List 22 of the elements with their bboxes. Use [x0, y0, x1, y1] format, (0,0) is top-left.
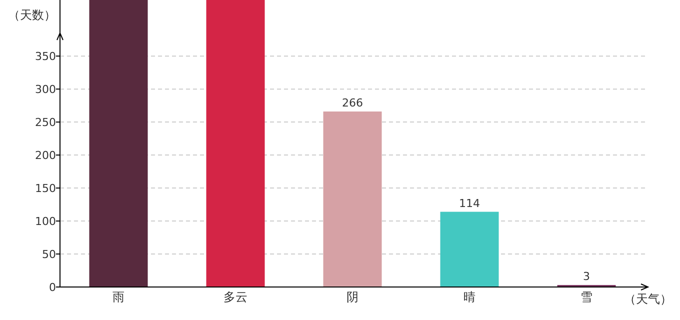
y-tick-label: 150 — [35, 182, 56, 195]
data-label: 114 — [459, 196, 480, 210]
data-label: 3 — [583, 270, 590, 284]
bar — [440, 212, 499, 287]
x-axis-title: （天气） — [624, 292, 672, 306]
y-tick-label: 300 — [35, 82, 56, 96]
y-axis-title: （天数） — [8, 8, 56, 22]
y-tick-label: 0 — [49, 280, 56, 294]
bar — [89, 0, 148, 287]
y-tick-label: 50 — [42, 248, 56, 261]
x-tick-label: 多云 — [224, 290, 248, 304]
data-label: 266 — [342, 96, 363, 110]
x-tick-label: 阴 — [346, 290, 358, 304]
bar — [206, 0, 265, 287]
bar — [323, 112, 382, 287]
y-tick-label: 350 — [35, 50, 56, 63]
x-tick-label: 雨 — [112, 290, 124, 304]
x-tick-label: 晴 — [464, 290, 476, 304]
x-tick-label: 雪 — [580, 290, 592, 304]
y-tick-label: 250 — [35, 116, 56, 129]
y-tick-label: 200 — [35, 148, 56, 162]
y-tick-label: 100 — [35, 214, 56, 228]
